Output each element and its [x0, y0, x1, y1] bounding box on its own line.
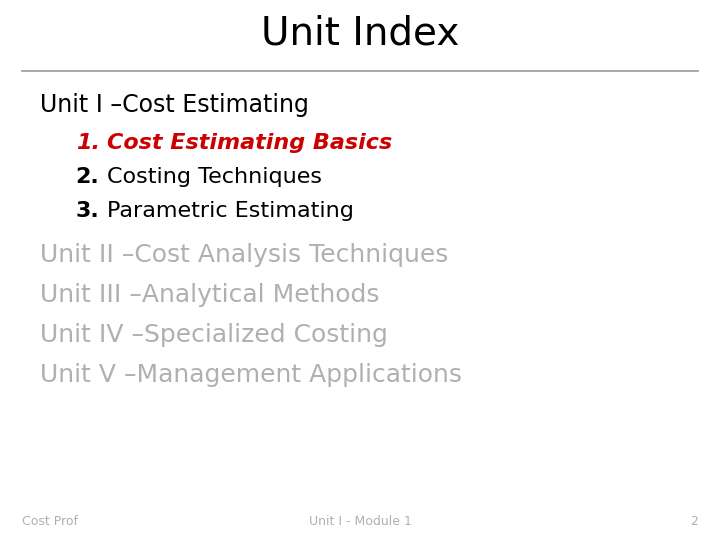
Text: 3.: 3.: [76, 201, 99, 221]
Text: Unit IV –Specialized Costing: Unit IV –Specialized Costing: [40, 323, 387, 347]
Text: 2: 2: [690, 515, 698, 528]
Text: Parametric Estimating: Parametric Estimating: [107, 201, 354, 221]
Text: Unit I - Module 1: Unit I - Module 1: [309, 515, 411, 528]
Text: Cost Prof: Cost Prof: [22, 515, 78, 528]
Text: Cost Estimating Basics: Cost Estimating Basics: [107, 133, 392, 153]
Text: Unit V –Management Applications: Unit V –Management Applications: [40, 363, 462, 387]
Text: Costing Techniques: Costing Techniques: [107, 167, 322, 187]
Text: Unit III –Analytical Methods: Unit III –Analytical Methods: [40, 284, 379, 307]
Text: 2.: 2.: [76, 167, 99, 187]
Text: Unit II –Cost Analysis Techniques: Unit II –Cost Analysis Techniques: [40, 244, 448, 267]
Text: 1.: 1.: [76, 133, 99, 153]
Text: Unit Index: Unit Index: [261, 15, 459, 52]
Text: Unit I –Cost Estimating: Unit I –Cost Estimating: [40, 93, 308, 117]
